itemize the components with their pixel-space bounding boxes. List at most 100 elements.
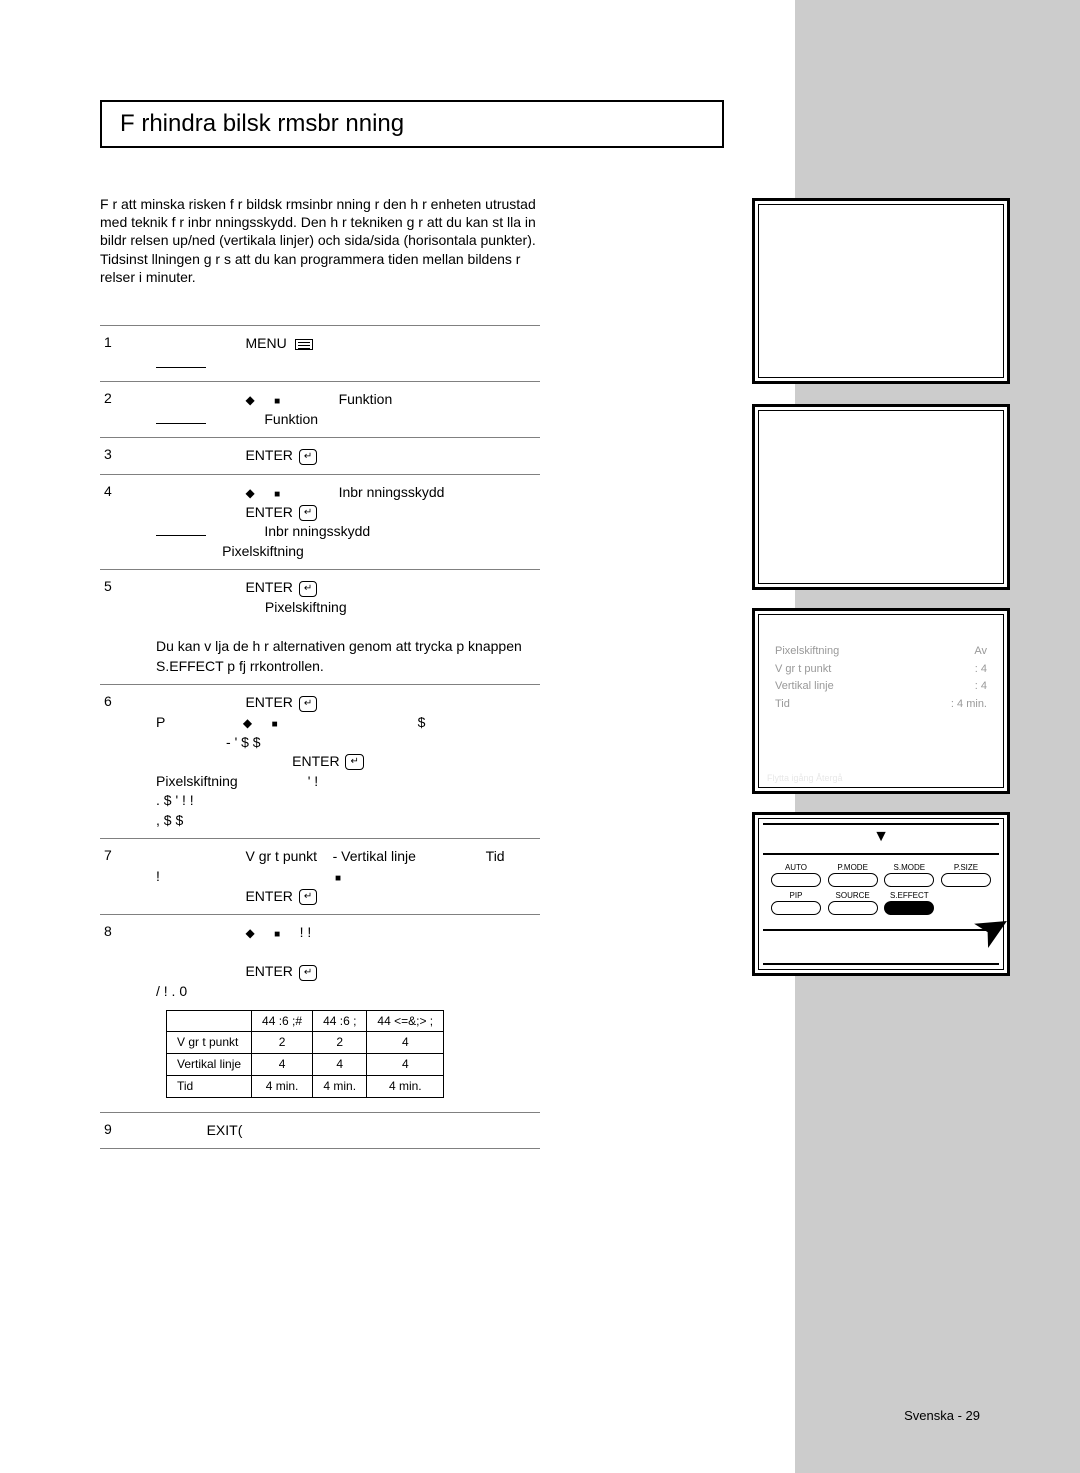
step-6: 6 ENTER ↵ P ◆ ■ $ - ' [100, 684, 540, 838]
table-cell: 4 min. [313, 1076, 367, 1098]
enter-label: ENTER [245, 888, 292, 904]
text: , $ $ [156, 812, 183, 828]
label: Pixelskiftning [156, 773, 238, 789]
step-num: 5 [100, 578, 156, 676]
text: Du kan v lja de h r alternativen genom a… [156, 638, 522, 674]
step-3: 3 ENTER ↵ [100, 437, 540, 474]
step-7: 7 V gr t punkt - Vertikal linje Tid ! ■ [100, 838, 540, 914]
remote-top-edge: ▼ [763, 823, 999, 855]
remote-button-auto[interactable]: AUTO [771, 863, 821, 887]
panel-row: V gr t punkt : 4 [775, 661, 987, 679]
label: $ [418, 714, 426, 730]
step-4: 4 ◆ ■ Inbr nningsskydd ENTER ↵ Inbr nnin… [100, 474, 540, 569]
blank-line [156, 535, 206, 536]
remote-button-pmode[interactable]: P.MODE [828, 863, 878, 887]
enter-label: ENTER [245, 963, 292, 979]
enter-label: ENTER [245, 504, 292, 520]
table-cell: 2 [313, 1032, 367, 1054]
screen-panel-1 [752, 198, 1010, 384]
enter-label: ENTER [245, 579, 292, 595]
table-row-label: V gr t punkt [167, 1032, 252, 1054]
text: . $ ' ! ! [156, 792, 194, 808]
step-body: ◆ ■ Inbr nningsskydd ENTER ↵ Inbr nnings… [156, 483, 540, 561]
label: P [156, 714, 165, 730]
label: Tid [775, 696, 790, 714]
label: Inbr nningsskydd [339, 484, 445, 500]
remote-bottom-edge [763, 929, 999, 965]
table-cell: 4 [367, 1032, 444, 1054]
panel-row: Vertikal linje : 4 [775, 678, 987, 696]
funktion-label: Funktion [339, 391, 393, 407]
square-icon: ■ [272, 719, 278, 730]
step-5: 5 ENTER ↵ Pixelskiftning Du kan v lja de… [100, 569, 540, 684]
remote-panel: ▼ AUTO P.MODE S.MODE P.SIZE PIP SOURCE S… [752, 812, 1010, 976]
enter-label: ENTER [292, 753, 339, 769]
step-body: EXIT( [156, 1121, 540, 1141]
remote-buttons: AUTO P.MODE S.MODE P.SIZE PIP SOURCE S.E… [771, 863, 991, 919]
enter-icon: ↵ [299, 696, 317, 712]
square-icon: ■ [274, 396, 280, 407]
table-row-label: Tid [167, 1076, 252, 1098]
step-body: ENTER ↵ Pixelskiftning Du kan v lja de h… [156, 578, 540, 676]
enter-label: ENTER [245, 694, 292, 710]
enter-icon: ↵ [345, 754, 363, 770]
value: : 4 [975, 661, 987, 679]
label: Pixelskiftning [222, 543, 304, 559]
step-body: ◆ ■ Funktion Funktion [156, 390, 540, 429]
menu-label: MENU [245, 335, 286, 351]
enter-icon: ↵ [299, 505, 317, 521]
menu-icon [295, 339, 313, 350]
text: ! ! [300, 924, 312, 940]
screen-panel-3: Pixelskiftning Av V gr t punkt : 4 Verti… [752, 608, 1010, 794]
step-num: 2 [100, 390, 156, 429]
page-title: F rhindra bilsk rmsbr nning [120, 110, 404, 138]
step-body: ENTER ↵ P ◆ ■ $ - ' $ $ [156, 693, 540, 830]
step-1: 1 MENU [100, 325, 540, 381]
step-8: 8 ◆ ■ ! ! ENTER ↵ / ! . 0 44 :6 ;# [100, 914, 540, 1112]
page-title-box: F rhindra bilsk rmsbr nning [100, 100, 724, 148]
panel-row: Pixelskiftning Av [775, 643, 987, 661]
panel-row: Tid : 4 min. [775, 696, 987, 714]
diamond-icon: ◆ [243, 716, 252, 730]
value: : 4 min. [951, 696, 987, 714]
remote-button-seffect[interactable]: S.EFFECT ➤ [884, 891, 934, 915]
step-9: 9 EXIT( [100, 1112, 540, 1150]
text: / ! . 0 [156, 983, 187, 999]
blank-line [156, 423, 206, 424]
intro-text: F r att minska risken f r bildsk rmsinbr… [100, 195, 550, 286]
enter-label: ENTER [245, 447, 292, 463]
enter-icon: ↵ [299, 965, 317, 981]
step-body: ENTER ↵ [156, 446, 540, 466]
table-cell: 2 [252, 1032, 313, 1054]
step-num: 6 [100, 693, 156, 830]
square-icon: ■ [274, 489, 280, 500]
text: ' ! [308, 773, 318, 789]
options-table: 44 :6 ;# 44 :6 ; 44 <=&;> ; V gr t punkt… [166, 1010, 444, 1098]
table-cell: 4 [313, 1054, 367, 1076]
step-num: 4 [100, 483, 156, 561]
label: Tid [486, 848, 505, 864]
panel-footer: Flytta igång Återgå [761, 771, 1001, 785]
page-footer: Svenska - 29 [904, 1408, 980, 1423]
remote-button-pip[interactable]: PIP [771, 891, 821, 915]
remote-button-source[interactable]: SOURCE [828, 891, 878, 915]
remote-button-psize[interactable]: P.SIZE [941, 863, 991, 887]
step-num: 8 [100, 923, 156, 1104]
diamond-icon: ◆ [245, 926, 254, 940]
table-row-label: Vertikal linje [167, 1054, 252, 1076]
screen-panel-2 [752, 404, 1010, 590]
step-body: ◆ ■ ! ! ENTER ↵ / ! . 0 44 :6 ;# 44 :6 ;… [156, 923, 540, 1104]
enter-icon: ↵ [299, 581, 317, 597]
step-2: 2 ◆ ■ Funktion Funktion [100, 381, 540, 437]
table-cell: 4 [252, 1054, 313, 1076]
table-header: 44 :6 ; [313, 1010, 367, 1032]
label: V gr t punkt [775, 661, 831, 679]
remote-button-smode[interactable]: S.MODE [884, 863, 934, 887]
step-num: 3 [100, 446, 156, 466]
table-cell: 4 [367, 1054, 444, 1076]
label: Inbr nningsskydd [264, 523, 370, 539]
steps-list: 1 MENU 2 ◆ ■ Funktion [100, 325, 540, 1149]
down-arrow-icon: ▼ [873, 828, 889, 846]
square-icon: ■ [274, 929, 280, 940]
label: V gr t punkt [245, 848, 317, 864]
